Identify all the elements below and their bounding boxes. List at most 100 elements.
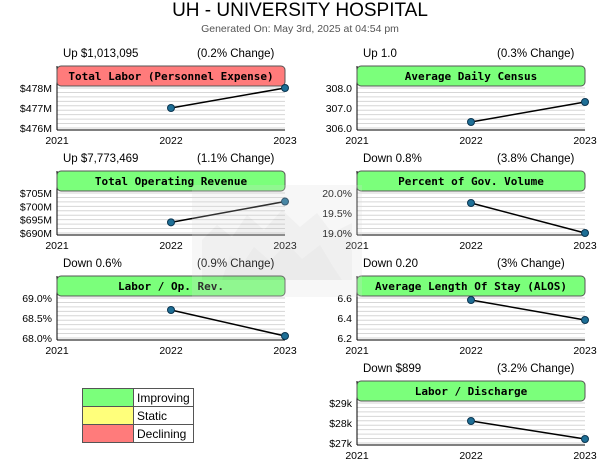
x-tick-label: 2023: [573, 450, 597, 462]
data-point: [467, 417, 475, 425]
metric-panel: Down $899 (3.2% Change) Labor / Discharge $…: [300, 363, 600, 468]
data-point: [467, 118, 475, 126]
y-tick-label: 6.4: [337, 313, 352, 325]
metric-panel: Down 0.20 (3% Change) Average Length Of St…: [300, 258, 600, 363]
series-line: [170, 87, 286, 109]
data-point: [467, 199, 475, 207]
generated-timestamp: Generated On: May 3rd, 2025 at 04:54 pm: [201, 23, 399, 35]
change-value: Down 0.20: [363, 258, 418, 270]
x-tick-label: 2022: [459, 345, 483, 357]
y-tick-label: $695M: [20, 215, 52, 227]
metric-title-bar: [56, 275, 286, 297]
legend-label: Improving: [133, 388, 194, 407]
series-line: [470, 299, 586, 321]
x-tick-label: 2023: [273, 240, 297, 252]
y-tick-label: 307.0: [326, 103, 352, 115]
data-point: [281, 197, 289, 206]
metric-title: Total Operating Revenue: [95, 175, 248, 188]
metric-panel: Down 0.6% (0.9% Change) Labor / Op. Rev. 69…: [0, 258, 300, 363]
x-tick-label: 2023: [573, 135, 597, 147]
series-line: [170, 200, 286, 224]
change-percent: (3.2% Change): [497, 363, 575, 375]
y-tick-label: 69.0%: [22, 293, 52, 305]
data-point: [467, 296, 475, 304]
y-tick-label: 19.5%: [322, 208, 352, 220]
y-tick-label: 6.2: [337, 333, 352, 345]
page-title: UH - UNIVERSITY HOSPITAL: [172, 0, 428, 21]
change-percent: (0.2% Change): [197, 48, 275, 60]
x-tick-label: 2021: [345, 240, 369, 252]
metric-title-bar: [356, 380, 586, 402]
x-tick-label: 2021: [345, 345, 369, 357]
y-tick-label: $28k: [329, 418, 353, 430]
series-line: [470, 420, 586, 440]
metric-title-bar: [56, 65, 286, 87]
metric-panel: Down 0.8% (3.8% Change) Percent of Gov. Vo…: [300, 153, 600, 258]
y-tick-label: 308.0: [326, 83, 352, 95]
data-point: [167, 104, 175, 112]
data-point: [581, 316, 589, 324]
metric-title: Average Length Of Stay (ALOS): [375, 280, 567, 293]
x-tick-label: 2022: [459, 450, 483, 462]
change-percent: (3% Change): [497, 258, 565, 270]
y-tick-label: 68.5%: [22, 313, 52, 325]
change-value: Down 0.8%: [363, 153, 422, 165]
change-value: Up $7,773,469: [63, 153, 139, 165]
data-point: [581, 435, 589, 443]
series-line: [470, 101, 586, 123]
y-tick-label: 20.0%: [322, 188, 352, 200]
data-point: [581, 229, 589, 237]
y-tick-label: 6.6: [337, 293, 352, 305]
metric-title: Labor / Discharge: [415, 385, 528, 398]
y-tick-label: $478M: [20, 83, 52, 95]
y-tick-label: $700M: [20, 201, 52, 213]
change-value: Up 1.0: [363, 48, 397, 60]
change-percent: (3.8% Change): [497, 153, 575, 165]
y-tick-label: 68.0%: [22, 333, 52, 345]
x-tick-label: 2021: [45, 240, 69, 252]
legend-item-declining: Declining: [82, 424, 194, 443]
data-point: [167, 306, 175, 314]
y-tick-label: $690M: [20, 228, 52, 240]
legend-swatch-improving: [82, 388, 134, 407]
x-tick-label: 2021: [345, 450, 369, 462]
metric-panel: Up $1,013,095 (0.2% Change) Total Labor (P…: [0, 48, 300, 153]
y-tick-label: $29k: [329, 398, 353, 410]
y-tick-label: $27k: [329, 438, 353, 450]
x-tick-label: 2022: [459, 135, 483, 147]
metric-chart: Total Operating Revenue $705M$700M $695M$6…: [20, 170, 297, 252]
y-tick-label: $705M: [20, 188, 52, 200]
legend-label: Declining: [133, 424, 194, 443]
change-value: Down 0.6%: [63, 258, 122, 270]
legend-label: Static: [133, 406, 194, 425]
metric-title: Percent of Gov. Volume: [398, 175, 544, 188]
metric-title-bar: [356, 170, 586, 192]
metric-title-bar: [56, 170, 286, 192]
x-tick-label: 2021: [45, 345, 69, 357]
legend-swatch-static: [82, 406, 134, 425]
x-tick-label: 2022: [159, 135, 183, 147]
legend: Improving Static Declining: [82, 388, 194, 443]
metric-title-bar: [356, 65, 586, 87]
series-line: [170, 309, 286, 337]
metric-panel: Up 1.0 (0.3% Change) Average Daily Census 3…: [300, 48, 600, 153]
x-tick-label: 2021: [45, 135, 69, 147]
y-tick-label: 306.0: [326, 123, 352, 135]
y-tick-label: $476M: [20, 123, 52, 135]
x-tick-label: 2022: [459, 240, 483, 252]
change-percent: (0.9% Change): [197, 258, 274, 270]
metric-chart: Average Length Of Stay (ALOS)6.66.46.220…: [337, 275, 597, 357]
x-tick-label: 2021: [345, 135, 369, 147]
change-percent: (1.1% Change): [197, 153, 275, 165]
x-tick-label: 2023: [273, 135, 297, 147]
y-tick-label: 19.0%: [322, 228, 352, 240]
data-point: [281, 84, 289, 92]
metric-chart: Percent of Gov. Volume20.0%19.5%19.0%202…: [322, 170, 597, 252]
metric-title: Total Labor (Personnel Expense): [68, 70, 273, 83]
change-value: Up $1,013,095: [63, 48, 139, 60]
series-line: [470, 202, 586, 234]
metric-chart: Labor / Op. Rev. 69.0% 68.5% 68.0%2021 2022 2…: [22, 275, 297, 357]
legend-swatch-declining: [82, 424, 134, 443]
x-tick-label: 2023: [573, 345, 597, 357]
